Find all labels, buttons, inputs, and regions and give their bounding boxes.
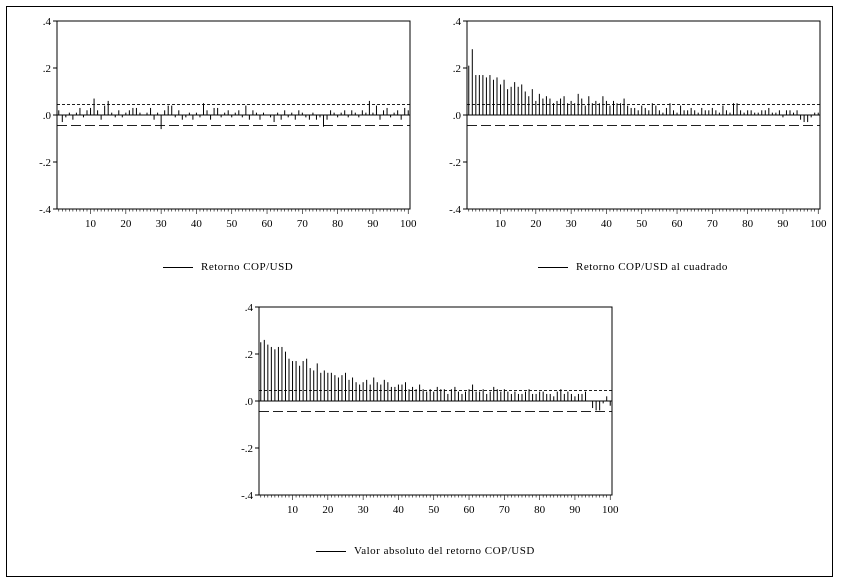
x-tick-label-retorno-cuadrado: 20: [530, 218, 542, 230]
x-tick-label-retorno-cuadrado: 10: [495, 218, 507, 230]
legend-line-retorno-cuadrado: [538, 266, 568, 268]
legend-line-valor-absoluto: [316, 550, 346, 552]
y-tick-label-retorno: .0: [43, 110, 52, 122]
y-tick-label-retorno: .2: [43, 63, 51, 75]
figure-frame: [6, 6, 833, 577]
x-tick-label-retorno-cuadrado: 30: [566, 218, 578, 230]
x-tick-label-retorno-cuadrado: 70: [707, 218, 719, 230]
x-tick-label-valor-absoluto: 100: [602, 504, 619, 516]
x-tick-label-valor-absoluto: 40: [393, 504, 405, 516]
x-tick-label-valor-absoluto: 80: [534, 504, 546, 516]
x-tick-label-retorno-cuadrado: 80: [742, 218, 754, 230]
x-tick-label-retorno: 20: [120, 218, 131, 230]
x-tick-label-valor-absoluto: 90: [569, 504, 581, 516]
legend-label-retorno-cuadrado: Retorno COP/USD al cuadrado: [576, 261, 728, 273]
legend-label-retorno: Retorno COP/USD: [201, 261, 294, 273]
chart-retorno: .4 .2 .0 -.2 -.4 10 20 30 40 50 60 70 80 90 100: [39, 16, 417, 230]
y-tick-label-valor-absoluto: .2: [245, 349, 253, 361]
y-tick-label-retorno-cuadrado: .2: [453, 63, 461, 75]
x-tick-label-retorno-cuadrado: 100: [810, 218, 827, 230]
x-tick-label-retorno: 30: [156, 218, 168, 230]
y-tick-label-retorno: -.2: [39, 157, 51, 169]
x-tick-label-retorno: 60: [262, 218, 274, 230]
x-tick-label-valor-absoluto: 10: [287, 504, 299, 516]
legend-retorno: Retorno COP/USD: [163, 261, 293, 273]
y-tick-label-valor-absoluto: .0: [245, 396, 254, 408]
x-tick-label-retorno-cuadrado: 50: [636, 218, 648, 230]
legend-retorno-cuadrado: Retorno COP/USD al cuadrado: [538, 261, 728, 273]
x-tick-label-valor-absoluto: 70: [499, 504, 511, 516]
x-tick-label-valor-absoluto: 30: [358, 504, 370, 516]
x-tick-label-retorno: 70: [297, 218, 309, 230]
chart-retorno-cuadrado: .4 .2 .0 -.2 -.4 10 20 30 40 50 60 70 80 90 100: [449, 16, 827, 230]
y-tick-label-retorno-cuadrado: -.4: [449, 204, 461, 216]
y-tick-label-retorno-cuadrado: .4: [453, 16, 462, 28]
x-tick-label-retorno: 50: [226, 218, 238, 230]
y-tick-label-valor-absoluto: -.4: [241, 490, 253, 502]
y-tick-label-retorno-cuadrado: -.2: [449, 157, 461, 169]
legend-valor-absoluto: Valor absoluto del retorno COP/USD: [316, 545, 535, 557]
x-tick-label-retorno: 40: [191, 218, 203, 230]
x-tick-label-retorno: 10: [85, 218, 97, 230]
y-tick-label-retorno: -.4: [39, 204, 51, 216]
x-tick-label-retorno: 90: [367, 218, 379, 230]
legend-line-retorno: [163, 266, 193, 268]
x-tick-label-retorno: 80: [332, 218, 344, 230]
x-tick-label-valor-absoluto: 60: [464, 504, 476, 516]
x-tick-label-retorno-cuadrado: 90: [777, 218, 789, 230]
chart-valor-absoluto: .4 .2 .0 -.2 -.4 10 20 30 40 50 60 70 80 90 100: [241, 302, 619, 516]
y-tick-label-valor-absoluto: -.2: [241, 443, 253, 455]
x-tick-label-retorno-cuadrado: 60: [672, 218, 684, 230]
y-tick-label-valor-absoluto: .4: [245, 302, 254, 314]
y-tick-label-retorno-cuadrado: .0: [453, 110, 462, 122]
legend-label-valor-absoluto: Valor absoluto del retorno COP/USD: [354, 545, 535, 557]
x-tick-label-valor-absoluto: 20: [322, 504, 334, 516]
x-tick-label-retorno: 100: [400, 218, 417, 230]
x-tick-label-retorno-cuadrado: 40: [601, 218, 613, 230]
x-tick-label-valor-absoluto: 50: [428, 504, 440, 516]
y-tick-label-retorno: .4: [43, 16, 52, 28]
